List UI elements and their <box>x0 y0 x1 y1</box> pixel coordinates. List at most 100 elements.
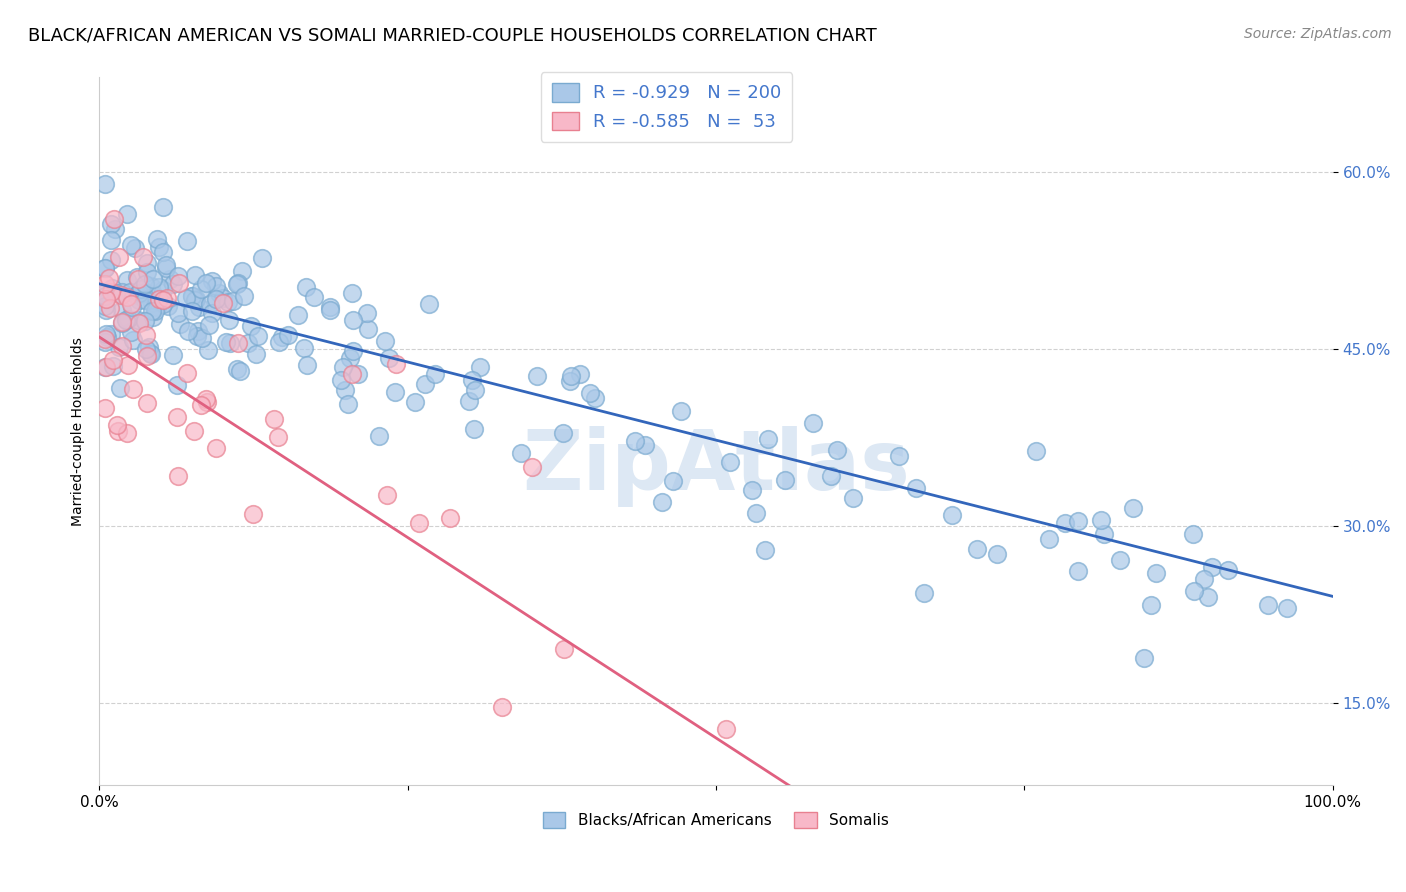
Point <box>125 288 148 302</box>
Point <box>152 296 174 310</box>
Point <box>108 250 131 264</box>
Point <box>1257 599 1279 613</box>
Point <box>111 303 134 318</box>
Point <box>1067 514 1090 528</box>
Point <box>225 277 247 292</box>
Point <box>267 430 290 444</box>
Point <box>342 343 364 358</box>
Point <box>156 300 179 314</box>
Point <box>225 362 247 376</box>
Point <box>671 404 693 418</box>
Point <box>194 276 217 290</box>
Point <box>101 353 124 368</box>
Point <box>1122 501 1144 516</box>
Point <box>1109 553 1132 567</box>
Point <box>201 274 224 288</box>
Point <box>142 310 165 325</box>
Point <box>127 269 149 284</box>
Point <box>820 469 842 483</box>
Point <box>624 434 647 449</box>
Point <box>108 381 131 395</box>
Point <box>211 291 233 305</box>
Point <box>134 277 156 292</box>
Point <box>101 280 124 294</box>
Point <box>201 306 224 320</box>
Point <box>198 297 221 311</box>
Point <box>134 314 156 328</box>
Point <box>329 373 352 387</box>
Point <box>120 297 142 311</box>
Point <box>181 289 204 303</box>
Point <box>135 396 157 410</box>
Point <box>1218 563 1240 577</box>
Point <box>148 292 170 306</box>
Point <box>986 547 1008 561</box>
Point <box>271 330 294 344</box>
Point <box>111 285 134 300</box>
Point <box>277 328 299 343</box>
Point <box>115 425 138 440</box>
Point <box>100 327 122 342</box>
Point <box>204 441 226 455</box>
Point <box>191 331 214 345</box>
Point <box>110 287 132 301</box>
Point <box>183 425 205 439</box>
Point <box>1054 516 1077 530</box>
Point <box>146 300 169 314</box>
Point <box>756 433 779 447</box>
Point <box>177 324 200 338</box>
Point <box>579 385 602 400</box>
Point <box>94 327 117 342</box>
Point <box>295 358 318 372</box>
Point <box>156 291 179 305</box>
Point <box>100 234 122 248</box>
Point <box>135 349 157 363</box>
Point <box>167 276 190 290</box>
Point <box>129 282 152 296</box>
Point <box>152 293 174 308</box>
Point <box>155 258 177 272</box>
Point <box>1090 513 1112 527</box>
Point <box>176 366 198 380</box>
Point <box>418 297 440 311</box>
Point <box>188 300 211 314</box>
Point <box>121 300 143 314</box>
Point <box>110 315 132 329</box>
Point <box>94 331 117 345</box>
Point <box>136 265 159 279</box>
Point <box>887 450 910 464</box>
Point <box>121 383 143 397</box>
Point <box>292 341 315 355</box>
Point <box>464 383 486 397</box>
Point <box>100 217 122 231</box>
Point <box>94 288 117 302</box>
Point <box>218 312 240 326</box>
Point <box>377 351 399 365</box>
Point <box>208 285 231 300</box>
Point <box>136 256 159 270</box>
Point <box>332 359 354 374</box>
Point <box>142 290 165 304</box>
Point <box>100 253 122 268</box>
Point <box>384 385 406 400</box>
Point <box>107 425 129 439</box>
Point <box>100 285 122 299</box>
Point <box>232 289 254 303</box>
Point <box>385 357 408 371</box>
Point <box>96 292 118 306</box>
Point <box>143 293 166 307</box>
Point <box>135 286 157 301</box>
Point <box>100 301 122 315</box>
Point <box>180 288 202 302</box>
Point <box>105 418 128 433</box>
Point <box>128 285 150 300</box>
Point <box>560 374 582 388</box>
Point <box>184 293 207 308</box>
Point <box>295 280 318 294</box>
Point <box>115 290 138 304</box>
Point <box>340 286 363 301</box>
Point <box>825 442 848 457</box>
Point <box>1184 583 1206 598</box>
Point <box>186 293 208 307</box>
Point <box>94 401 117 415</box>
